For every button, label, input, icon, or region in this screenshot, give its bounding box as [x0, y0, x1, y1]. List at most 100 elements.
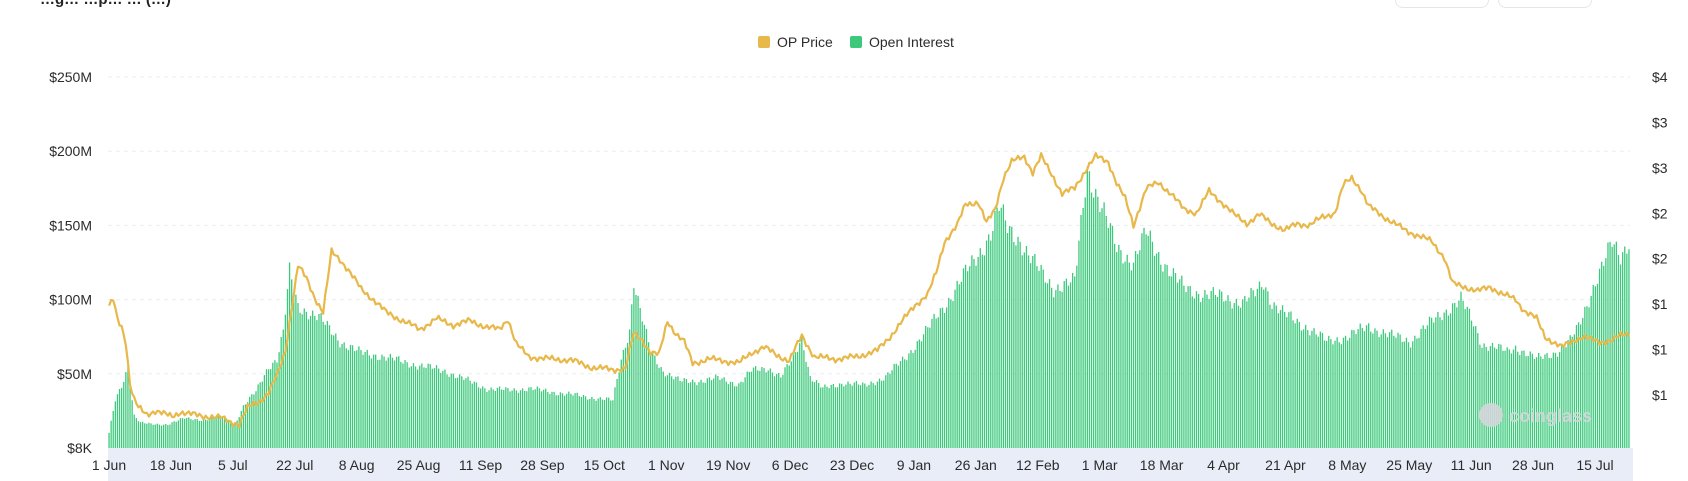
- open-interest-bar: [387, 357, 389, 448]
- open-interest-bar: [608, 397, 610, 448]
- open-interest-bar: [362, 354, 364, 448]
- open-interest-bar: [444, 369, 446, 448]
- open-interest-bar: [309, 315, 312, 448]
- open-interest-bar: [1361, 327, 1363, 448]
- open-interest-bar: [230, 423, 232, 448]
- open-interest-bar: [1105, 215, 1107, 448]
- open-interest-bar: [1598, 268, 1601, 448]
- open-interest-bar: [150, 423, 152, 448]
- open-interest-bar: [568, 391, 570, 448]
- open-interest-bar: [773, 376, 776, 448]
- open-interest-bar: [1269, 304, 1271, 448]
- open-interest-bar: [1430, 317, 1433, 448]
- open-interest-bar: [423, 367, 425, 448]
- open-interest-bar: [1498, 344, 1500, 448]
- open-interest-bar: [1437, 311, 1439, 448]
- open-interest-bar: [120, 387, 123, 448]
- open-interest-bar: [595, 400, 597, 448]
- open-interest-bar: [1538, 352, 1540, 448]
- open-interest-bar: [1034, 254, 1036, 448]
- open-interest-bar: [1200, 302, 1202, 448]
- open-interest-bar: [354, 351, 356, 448]
- open-interest-bar: [402, 363, 404, 448]
- open-interest-bar: [635, 294, 637, 448]
- open-interest-bar: [1475, 326, 1477, 448]
- open-interest-bar: [526, 391, 528, 448]
- open-interest-bar: [851, 385, 853, 448]
- open-interest-bar: [1521, 350, 1523, 448]
- open-interest-bar: [631, 304, 633, 448]
- open-interest-bar: [1134, 251, 1137, 448]
- open-interest-bar: [685, 378, 688, 448]
- open-interest-bar: [733, 386, 736, 448]
- open-interest-bar: [563, 395, 566, 448]
- open-interest-bar: [912, 352, 914, 448]
- open-interest-bar: [370, 358, 373, 448]
- open-interest-bar: [859, 385, 862, 448]
- open-interest-bar: [492, 389, 494, 448]
- open-interest-bar: [1048, 279, 1051, 448]
- open-interest-bar: [372, 354, 375, 448]
- open-interest-bar: [389, 353, 392, 448]
- open-interest-bar: [977, 256, 979, 448]
- open-interest-bar: [505, 387, 507, 448]
- open-interest-bar: [524, 390, 526, 448]
- open-interest-bar: [887, 372, 889, 448]
- open-interest-bar: [1351, 329, 1353, 448]
- open-interest-bar: [967, 271, 969, 448]
- open-interest-bar: [742, 382, 744, 448]
- open-interest-bar: [996, 207, 998, 448]
- open-interest-bar: [1582, 317, 1584, 448]
- open-interest-bar: [1451, 303, 1454, 448]
- open-interest-bar: [456, 377, 459, 448]
- open-interest-bar: [956, 280, 958, 448]
- open-interest-bar: [893, 363, 895, 448]
- open-interest-bar: [519, 390, 522, 448]
- open-interest-bar: [1128, 262, 1130, 448]
- x-tick-label: 1 Jun: [92, 457, 126, 473]
- open-interest-bar: [297, 303, 299, 448]
- open-interest-bar: [1506, 347, 1508, 448]
- open-interest-bar: [572, 395, 574, 448]
- open-interest-bars: [108, 166, 1630, 448]
- open-interest-bar: [992, 230, 994, 448]
- open-interest-bar: [1076, 265, 1078, 448]
- open-interest-bar: [1164, 264, 1166, 448]
- open-interest-bar: [398, 356, 400, 448]
- open-interest-bar: [261, 381, 263, 448]
- open-interest-bar: [181, 418, 184, 448]
- open-interest-bar: [144, 423, 146, 448]
- open-interest-bar: [1263, 289, 1265, 448]
- open-interest-bar: [1082, 208, 1084, 448]
- open-interest-bar: [183, 418, 186, 448]
- open-interest-bar: [1456, 307, 1458, 448]
- open-interest-bar: [727, 384, 729, 448]
- open-interest-bar: [1378, 337, 1380, 448]
- open-interest-bar: [566, 393, 568, 448]
- open-interest-bar: [169, 424, 171, 448]
- open-interest-bar: [419, 365, 421, 448]
- open-interest-bar: [500, 389, 503, 448]
- open-interest-bar: [131, 400, 133, 448]
- open-interest-bar: [406, 362, 408, 448]
- open-interest-bar: [1418, 337, 1420, 448]
- open-interest-bar: [1193, 298, 1196, 448]
- open-interest-bar: [943, 312, 946, 448]
- open-interest-bar: [433, 368, 436, 448]
- open-interest-bar: [1527, 355, 1529, 448]
- open-interest-bar: [551, 391, 553, 448]
- open-interest-bar: [1130, 270, 1133, 448]
- open-interest-bar: [870, 381, 872, 448]
- open-interest-bar: [906, 360, 908, 448]
- open-interest-bar: [614, 387, 616, 448]
- open-interest-bar: [1580, 324, 1582, 448]
- open-interest-bar: [1009, 225, 1011, 448]
- open-interest-bar: [946, 307, 948, 448]
- open-interest-bar: [698, 382, 700, 448]
- open-interest-bar: [1426, 325, 1429, 448]
- open-interest-bar: [1409, 347, 1412, 448]
- legend-item-op-price[interactable]: OP Price: [758, 34, 833, 50]
- legend-item-open-interest[interactable]: Open Interest: [850, 34, 954, 50]
- open-interest-bar: [788, 365, 790, 448]
- open-interest-bar: [696, 385, 698, 448]
